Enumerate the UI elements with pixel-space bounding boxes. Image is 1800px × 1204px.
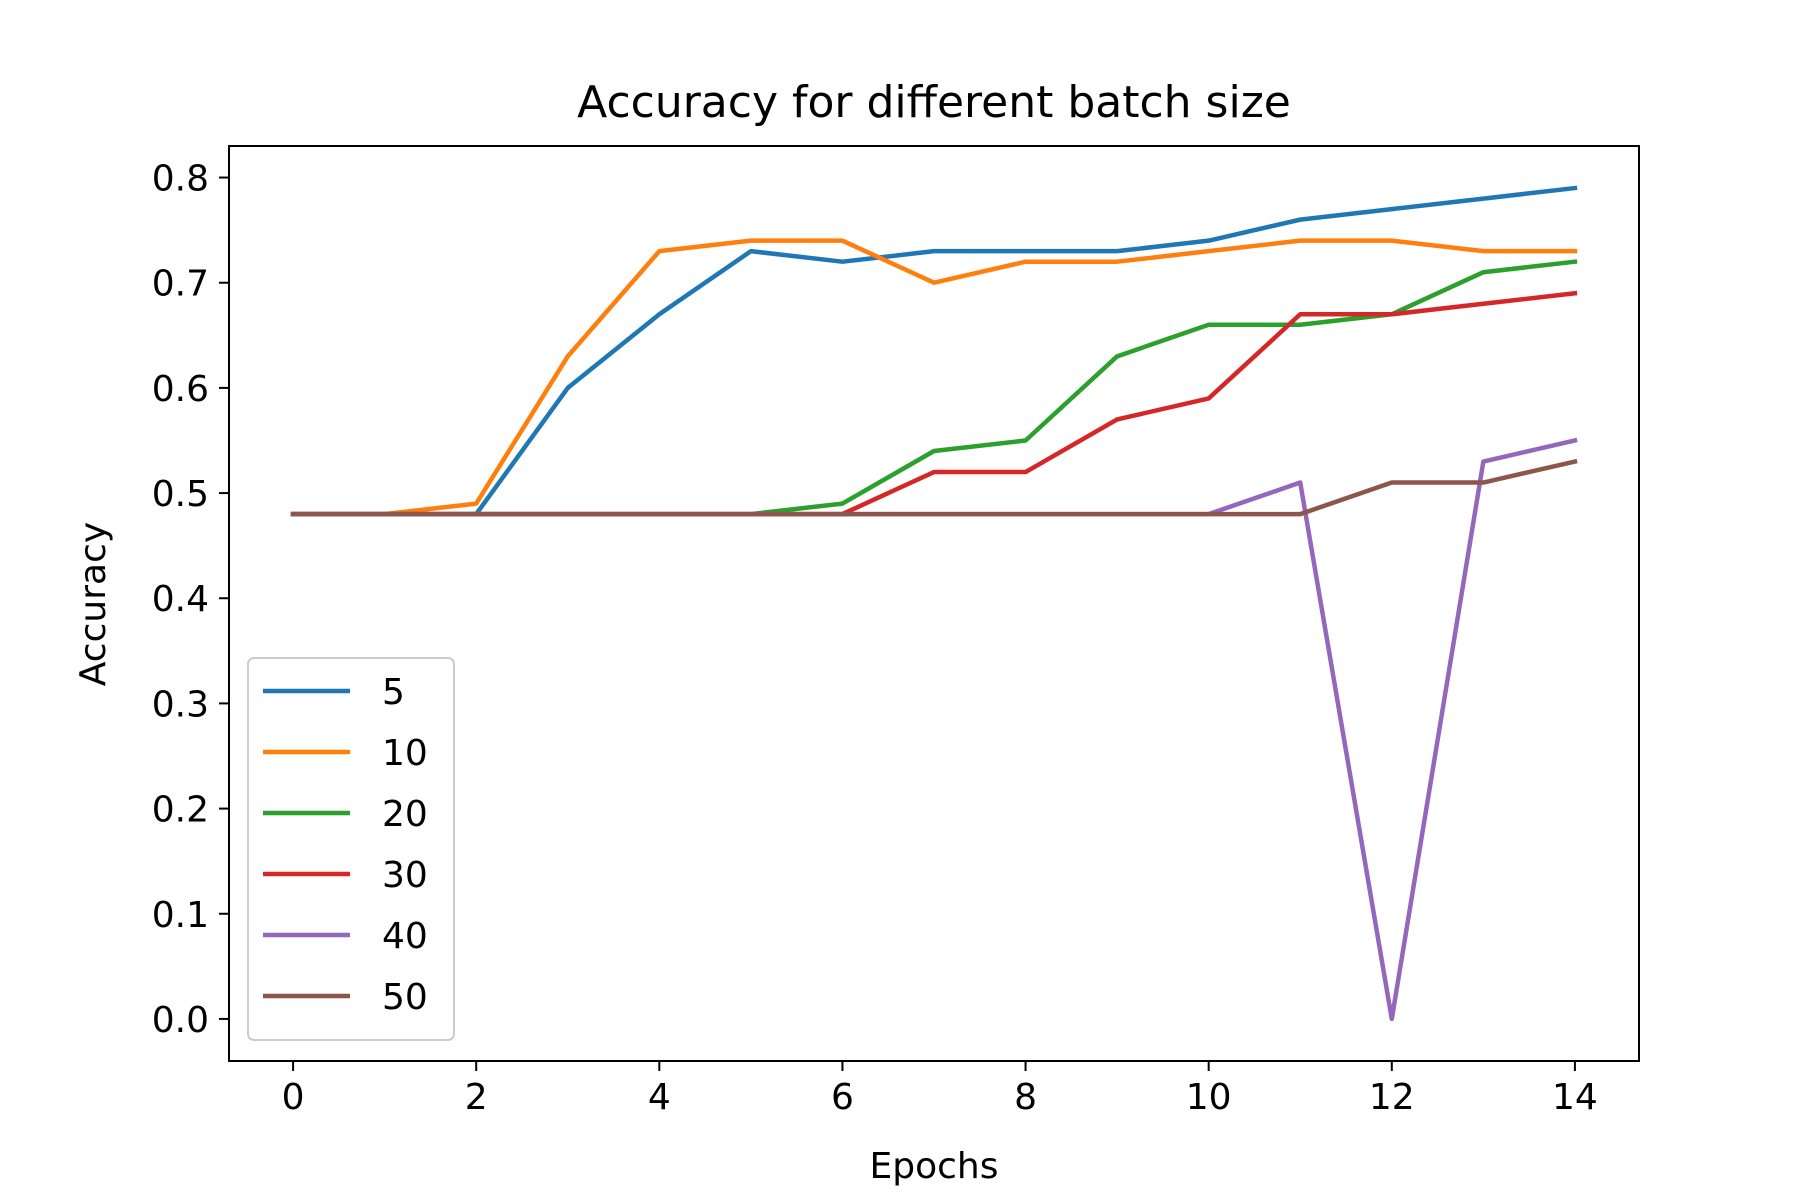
x-tick-label: 6 xyxy=(831,1077,854,1118)
legend-label-50: 50 xyxy=(382,977,428,1018)
x-tick-label: 0 xyxy=(282,1077,305,1118)
y-tick-label: 0.3 xyxy=(152,684,209,725)
y-tick-label: 0.1 xyxy=(152,895,209,936)
legend-label-30: 30 xyxy=(382,855,428,896)
y-tick-label: 0.4 xyxy=(152,579,209,620)
x-tick-label: 12 xyxy=(1369,1077,1415,1118)
y-tick-label: 0.8 xyxy=(152,159,209,200)
y-tick-label: 0.0 xyxy=(152,1000,209,1041)
x-axis-ticks: 0 2 4 6 8 10 12 14 xyxy=(282,1061,1598,1118)
y-axis-ticks: 0.0 0.1 0.2 0.3 0.4 0.5 0.6 0.7 0.8 xyxy=(152,159,229,1041)
x-tick-label: 2 xyxy=(465,1077,488,1118)
legend-label-40: 40 xyxy=(382,916,428,957)
series-line-50 xyxy=(290,458,1578,517)
x-axis-label: Epochs xyxy=(870,1146,999,1187)
x-tick-label: 10 xyxy=(1186,1077,1232,1118)
series-line-10 xyxy=(290,238,1578,517)
plot-frame xyxy=(228,145,1640,1062)
y-tick-label: 0.2 xyxy=(152,790,209,831)
x-tick-label: 4 xyxy=(648,1077,671,1118)
legend-label-10: 10 xyxy=(382,733,428,774)
y-axis-label: Accuracy xyxy=(73,522,114,686)
series-line-5 xyxy=(290,185,1578,517)
legend-label-5: 5 xyxy=(382,672,405,713)
x-tick-label: 8 xyxy=(1014,1077,1037,1118)
series-layer xyxy=(290,185,1578,1022)
x-tick-label: 14 xyxy=(1552,1077,1598,1118)
y-tick-label: 0.7 xyxy=(152,264,209,305)
legend-items: 5 10 20 30 40 50 xyxy=(263,672,428,1018)
chart-title: Accuracy for different batch size xyxy=(577,77,1291,128)
y-tick-label: 0.5 xyxy=(152,474,209,515)
legend: 5 10 20 30 40 50 xyxy=(247,657,455,1041)
legend-label-20: 20 xyxy=(382,794,428,835)
y-tick-label: 0.6 xyxy=(152,369,209,410)
